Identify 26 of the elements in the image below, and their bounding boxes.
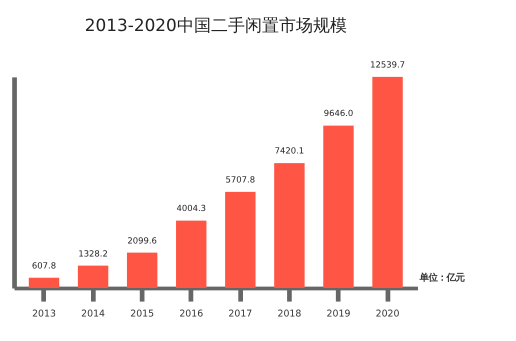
bar	[176, 220, 206, 288]
x-tick-label: 2019	[326, 308, 350, 320]
x-tick-label: 2020	[376, 308, 400, 320]
bar	[78, 266, 108, 288]
x-tick-label: 2018	[277, 308, 302, 320]
data-label: 9646.0	[324, 108, 354, 118]
x-tick-label: 2014	[81, 308, 106, 320]
x-tick-label: 2013	[32, 308, 56, 320]
bar	[126, 252, 158, 288]
x-tick-label: 2016	[179, 308, 204, 320]
data-label: 1328.2	[78, 248, 108, 258]
x-tick-label: 2017	[228, 308, 252, 320]
bar	[274, 163, 305, 288]
data-label: 7420.1	[274, 146, 304, 156]
bar	[372, 76, 403, 288]
chart-title: 2013-2020中国二手闲置市场规模	[84, 14, 347, 35]
data-label: 12539.7	[370, 60, 406, 70]
data-label: 607.8	[32, 260, 56, 270]
x-tick-label: 2015	[130, 308, 154, 320]
data-label: 2099.6	[127, 235, 157, 246]
bar	[323, 126, 354, 288]
bar	[225, 192, 256, 288]
bar	[28, 278, 60, 288]
text: 单位：亿元	[418, 272, 464, 284]
data-label: 4004.3	[176, 203, 206, 214]
data-label: 5707.8	[226, 174, 256, 185]
